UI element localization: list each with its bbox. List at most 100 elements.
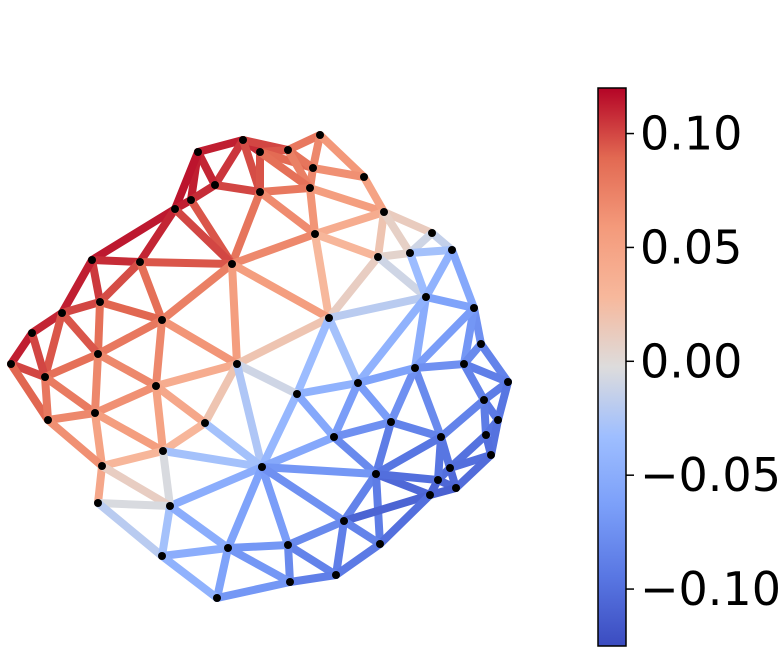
network-edge [233,360,301,398]
colorbar-tick-label: −0.10 [640,562,778,616]
network-edge [194,136,247,156]
network-node [406,249,414,257]
network-edge [332,517,348,579]
network-node [460,360,468,368]
network-node [311,230,319,238]
network-node [494,416,502,424]
network-node [98,462,106,470]
network-edge [41,373,52,424]
network-edge [158,552,221,602]
network-edge [340,491,434,525]
network-edge [88,256,104,306]
network-node [387,418,395,426]
network-edge [224,544,294,586]
colorbar-tick-label: 0.00 [640,334,742,388]
network-node [332,571,340,579]
network-edge [460,360,512,386]
network-edge [159,447,174,510]
network-edge [152,360,241,390]
network-edge [309,131,324,172]
network-edge [284,131,324,154]
network-edge [325,253,382,322]
network-edge [228,188,264,268]
network-node [187,196,195,204]
network-node [96,298,104,306]
network-edge [136,258,236,268]
network-edge [159,419,209,455]
network-node [228,260,236,268]
network-edge [311,230,333,322]
network-edge [316,131,368,181]
network-edge [256,184,314,196]
network-node [224,544,232,552]
network-edge [306,184,388,216]
network-edge [372,418,395,478]
network-node [480,396,488,404]
network-node [360,173,368,181]
network-node [256,188,264,196]
network-node [487,451,495,459]
network-node [372,470,380,478]
network-edge [434,433,445,484]
network-edge [332,540,384,579]
network-edge [460,304,478,368]
network-node [58,309,66,317]
network-node [94,499,102,507]
network-edge [171,148,202,213]
network-edge [330,433,380,478]
network-edge [166,502,232,552]
network-edge [213,578,294,602]
network-edge [309,164,368,181]
network-edge [372,470,442,484]
network-edge [256,188,319,238]
network-node [437,433,445,441]
network-edge [7,329,36,368]
network-edge [380,208,436,237]
network-node [309,164,317,172]
network-edge [411,293,430,372]
network-node [44,416,52,424]
network-edge [58,309,102,358]
network-node [411,364,419,372]
network-edge [494,378,512,424]
network-edge [460,340,485,368]
network-edge [411,304,478,372]
network-edge [158,260,236,324]
network-node [213,594,221,602]
network-node [330,433,338,441]
colorbar-tick-label: 0.05 [640,220,742,274]
network-edge [94,462,106,507]
network-edge [136,205,179,266]
network-edge [422,246,456,301]
colorbar-tick-label: 0.10 [640,107,742,161]
network-edge [211,181,264,196]
network-edge [41,350,102,381]
network-edge [58,298,104,317]
network-edge [374,208,388,261]
network-edge [158,544,232,560]
network-edge [406,249,430,301]
network-edge [233,314,333,368]
network-edge [354,293,430,387]
network-node [166,502,174,510]
colorbar-ticks: 0.10 0.05 0.00 −0.05 −0.10 [626,107,778,616]
network-node [284,146,292,154]
network-node [194,148,202,156]
network-node [325,314,333,322]
network-node [422,293,430,301]
network-edge [293,314,333,398]
network-edge [228,230,319,268]
network-edge [452,451,495,492]
network-edge [311,208,388,238]
network-edge [233,360,266,471]
network-node [426,491,434,499]
network-node [306,184,314,192]
network-node [376,540,384,548]
network-edge [96,298,166,324]
network-edge [7,360,52,424]
network-node [239,136,247,144]
network-node [258,463,266,471]
network-node [91,409,99,417]
network-node [340,517,348,525]
